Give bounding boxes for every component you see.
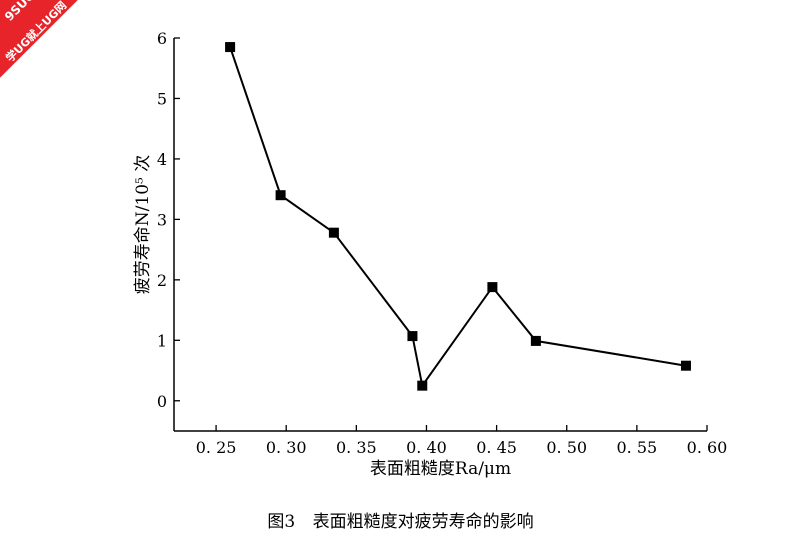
data-point [487, 282, 498, 293]
y-tick-label: 3 [157, 210, 167, 229]
axes [173, 38, 707, 432]
x-tick-label: 0. 60 [687, 438, 728, 457]
x-tick-label: 0. 50 [546, 438, 587, 457]
x-axis-title: 表面粗糙度Ra/μm [370, 459, 511, 479]
figure-caption: 图3 表面粗糙度对疲劳寿命的影响 [0, 507, 801, 532]
figure-number: 图3 [267, 512, 296, 532]
x-tick-label: 0. 35 [336, 438, 377, 457]
y-tick-label: 1 [157, 331, 167, 350]
data-point [680, 360, 691, 371]
axis-labels: 表面粗糙度Ra/μm 疲劳寿命N/10⁵ 次 [133, 155, 511, 479]
figure-caption-text: 表面粗糙度对疲劳寿命的影响 [312, 512, 534, 532]
x-ticks: 0. 25 0. 30 0. 35 0. 40 0. 45 0. 50 0. 55 0. 60 [196, 425, 728, 457]
data-point [225, 42, 236, 53]
y-tick-label: 6 [157, 29, 167, 48]
x-tick-label: 0. 30 [266, 438, 307, 457]
x-tick-label: 0. 45 [476, 438, 517, 457]
x-tick-label: 0. 55 [617, 438, 658, 457]
y-tick-label: 5 [157, 89, 167, 108]
fatigue-life-chart: 0. 25 0. 30 0. 35 0. 40 0. 45 0. 50 0. 55 0. 60… [133, 29, 728, 479]
y-axis-title: 疲劳寿命N/10⁵ 次 [133, 155, 153, 294]
y-tick-label: 4 [157, 150, 167, 169]
data-point [407, 331, 418, 342]
y-tick-label: 2 [157, 271, 167, 290]
series-group [225, 42, 691, 391]
series-line [229, 46, 687, 389]
data-point [530, 335, 541, 346]
y-ticks: 0 1 2 3 4 5 6 [157, 29, 180, 411]
x-tick-label: 0. 40 [406, 438, 447, 457]
data-point [275, 190, 286, 201]
data-point [328, 227, 339, 238]
data-point [417, 380, 428, 391]
y-tick-label: 0 [157, 392, 167, 411]
x-tick-label: 0. 25 [196, 438, 237, 457]
